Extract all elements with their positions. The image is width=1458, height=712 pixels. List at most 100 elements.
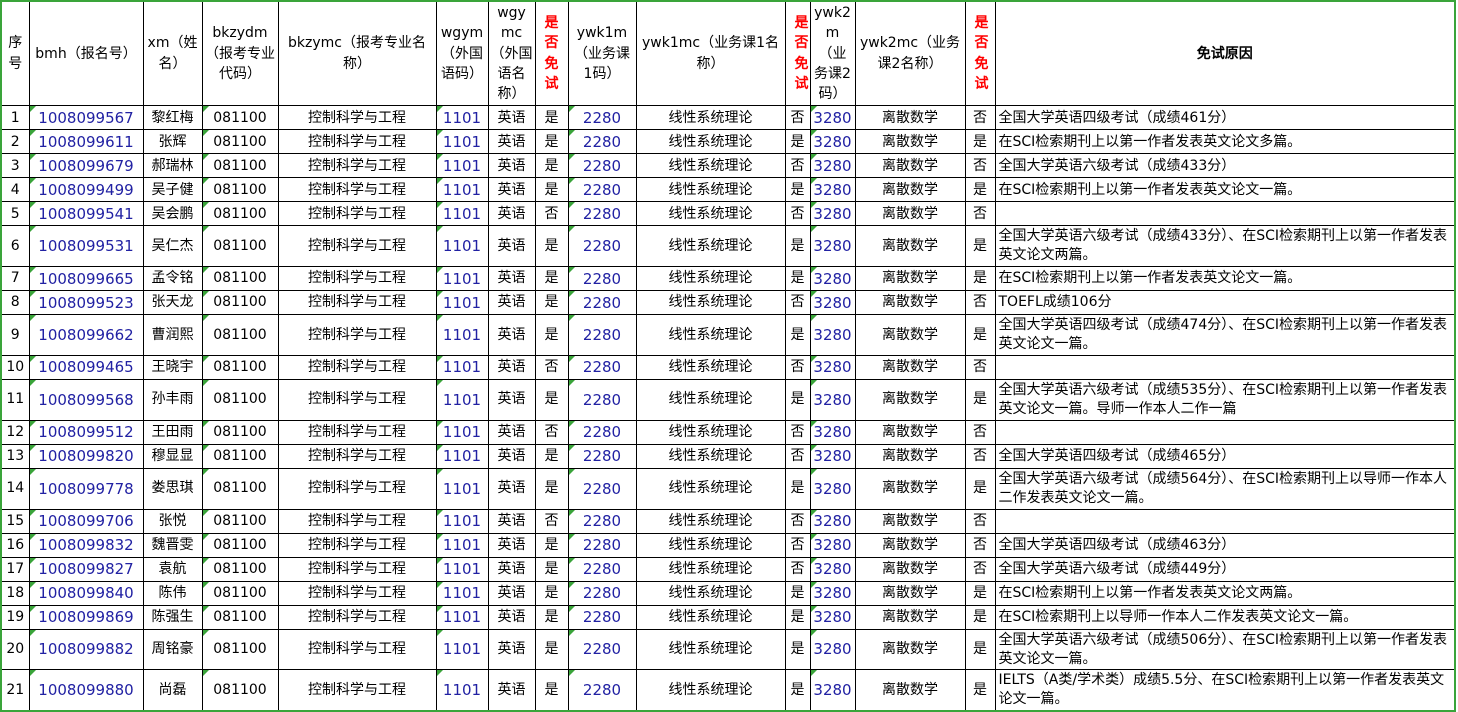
- cell-ywk1m[interactable]: 2280: [567, 580, 637, 606]
- cell-ywk1mc[interactable]: 线性系统理论: [635, 225, 786, 268]
- cell-ms2[interactable]: 否: [784, 419, 811, 445]
- cell-ywk2m[interactable]: 3280: [809, 105, 856, 131]
- cell-reason[interactable]: 在SCI检索期刊上以第一作者发表英文论文两篇。: [994, 580, 1456, 606]
- cell-ywk1m[interactable]: 2280: [567, 290, 637, 316]
- cell-xm[interactable]: 袁航: [142, 556, 203, 582]
- cell-bkzydm[interactable]: 081100: [201, 580, 279, 606]
- cell-ms3[interactable]: 否: [964, 532, 996, 558]
- cell-ms3[interactable]: 否: [964, 443, 996, 469]
- col-header-ywk1m[interactable]: ywk1m（业务课1码）: [567, 0, 637, 107]
- cell-ms2[interactable]: 是: [784, 314, 811, 357]
- cell-ms1[interactable]: 是: [534, 129, 569, 155]
- cell-xh[interactable]: 18: [0, 580, 30, 606]
- cell-xm[interactable]: 郝瑞林: [142, 153, 203, 179]
- cell-xm[interactable]: 张天龙: [142, 290, 203, 316]
- cell-bkzymc[interactable]: 控制科学与工程: [277, 314, 437, 357]
- cell-ms1[interactable]: 是: [534, 105, 569, 131]
- cell-ywk1mc[interactable]: 线性系统理论: [635, 443, 786, 469]
- cell-ywk2m[interactable]: 3280: [809, 508, 856, 534]
- cell-ywk1mc[interactable]: 线性系统理论: [635, 580, 786, 606]
- cell-wgym[interactable]: 1101: [435, 225, 489, 268]
- cell-ywk2m[interactable]: 3280: [809, 628, 856, 671]
- cell-ms1[interactable]: 是: [534, 669, 569, 712]
- cell-ms3[interactable]: 是: [964, 467, 996, 510]
- cell-ywk2m[interactable]: 3280: [809, 201, 856, 227]
- cell-ywk2mc[interactable]: 离散数学: [854, 266, 966, 292]
- cell-wgym[interactable]: 1101: [435, 129, 489, 155]
- cell-xm[interactable]: 吴仁杰: [142, 225, 203, 268]
- col-header-wgymc[interactable]: wgymc（外国语名称）: [487, 0, 536, 107]
- cell-wgymc[interactable]: 英语: [487, 290, 536, 316]
- cell-wgym[interactable]: 1101: [435, 290, 489, 316]
- cell-ms3[interactable]: 否: [964, 105, 996, 131]
- cell-ywk2mc[interactable]: 离散数学: [854, 129, 966, 155]
- cell-ywk2m[interactable]: 3280: [809, 532, 856, 558]
- cell-wgymc[interactable]: 英语: [487, 201, 536, 227]
- cell-reason[interactable]: IELTS（A类/学术类）成绩5.5分、在SCI检索期刊上以第一作者发表英文论文…: [994, 669, 1456, 712]
- cell-xh[interactable]: 20: [0, 628, 30, 671]
- cell-ywk1m[interactable]: 2280: [567, 153, 637, 179]
- cell-ms3[interactable]: 是: [964, 129, 996, 155]
- cell-ywk1mc[interactable]: 线性系统理论: [635, 177, 786, 203]
- cell-wgym[interactable]: 1101: [435, 201, 489, 227]
- cell-ms1[interactable]: 是: [534, 532, 569, 558]
- col-header-bkzymc[interactable]: bkzymc（报考专业名称）: [277, 0, 437, 107]
- cell-xh[interactable]: 13: [0, 443, 30, 469]
- cell-ms3[interactable]: 是: [964, 604, 996, 630]
- cell-bkzymc[interactable]: 控制科学与工程: [277, 556, 437, 582]
- cell-ywk1m[interactable]: 2280: [567, 467, 637, 510]
- cell-ywk2m[interactable]: 3280: [809, 153, 856, 179]
- cell-ywk2m[interactable]: 3280: [809, 379, 856, 421]
- cell-ms3[interactable]: 是: [964, 266, 996, 292]
- cell-xh[interactable]: 10: [0, 355, 30, 381]
- cell-ywk2m[interactable]: 3280: [809, 355, 856, 381]
- cell-ywk1m[interactable]: 2280: [567, 604, 637, 630]
- col-header-bkzydm[interactable]: bkzydm（报考专业代码）: [201, 0, 279, 107]
- cell-bmh[interactable]: 1008099512: [28, 419, 144, 445]
- cell-wgymc[interactable]: 英语: [487, 379, 536, 421]
- cell-ywk2mc[interactable]: 离散数学: [854, 508, 966, 534]
- cell-bmh[interactable]: 1008099567: [28, 105, 144, 131]
- cell-ywk1m[interactable]: 2280: [567, 225, 637, 268]
- cell-ms3[interactable]: 是: [964, 379, 996, 421]
- cell-wgymc[interactable]: 英语: [487, 355, 536, 381]
- cell-wgym[interactable]: 1101: [435, 314, 489, 357]
- cell-ms1[interactable]: 是: [534, 266, 569, 292]
- cell-reason[interactable]: 全国大学英语六级考试（成绩449分）: [994, 556, 1456, 582]
- cell-ywk2mc[interactable]: 离散数学: [854, 153, 966, 179]
- cell-ywk2m[interactable]: 3280: [809, 129, 856, 155]
- cell-ywk1mc[interactable]: 线性系统理论: [635, 508, 786, 534]
- cell-ywk1m[interactable]: 2280: [567, 379, 637, 421]
- cell-xh[interactable]: 21: [0, 669, 30, 712]
- cell-ywk2mc[interactable]: 离散数学: [854, 314, 966, 357]
- cell-ms2[interactable]: 否: [784, 532, 811, 558]
- cell-xm[interactable]: 孙丰雨: [142, 379, 203, 421]
- cell-bmh[interactable]: 1008099611: [28, 129, 144, 155]
- cell-wgym[interactable]: 1101: [435, 669, 489, 712]
- cell-xh[interactable]: 1: [0, 105, 30, 131]
- cell-bkzydm[interactable]: 081100: [201, 129, 279, 155]
- cell-xm[interactable]: 穆显显: [142, 443, 203, 469]
- cell-ywk1mc[interactable]: 线性系统理论: [635, 314, 786, 357]
- cell-xh[interactable]: 19: [0, 604, 30, 630]
- cell-ywk2mc[interactable]: 离散数学: [854, 556, 966, 582]
- cell-ywk2mc[interactable]: 离散数学: [854, 177, 966, 203]
- cell-ywk1mc[interactable]: 线性系统理论: [635, 129, 786, 155]
- cell-ywk2m[interactable]: 3280: [809, 290, 856, 316]
- cell-xh[interactable]: 11: [0, 379, 30, 421]
- cell-reason[interactable]: 在SCI检索期刊上以第一作者发表英文论文一篇。: [994, 266, 1456, 292]
- cell-ywk2mc[interactable]: 离散数学: [854, 604, 966, 630]
- cell-bkzymc[interactable]: 控制科学与工程: [277, 628, 437, 671]
- cell-ywk1mc[interactable]: 线性系统理论: [635, 379, 786, 421]
- cell-ms1[interactable]: 是: [534, 628, 569, 671]
- col-header-ms3[interactable]: 是否免试: [964, 0, 996, 107]
- cell-bkzydm[interactable]: 081100: [201, 355, 279, 381]
- cell-bmh[interactable]: 1008099568: [28, 379, 144, 421]
- cell-ms2[interactable]: 否: [784, 443, 811, 469]
- cell-bmh[interactable]: 1008099882: [28, 628, 144, 671]
- cell-wgymc[interactable]: 英语: [487, 314, 536, 357]
- cell-wgym[interactable]: 1101: [435, 419, 489, 445]
- cell-reason[interactable]: [994, 201, 1456, 227]
- cell-ywk2m[interactable]: 3280: [809, 556, 856, 582]
- cell-ywk1mc[interactable]: 线性系统理论: [635, 669, 786, 712]
